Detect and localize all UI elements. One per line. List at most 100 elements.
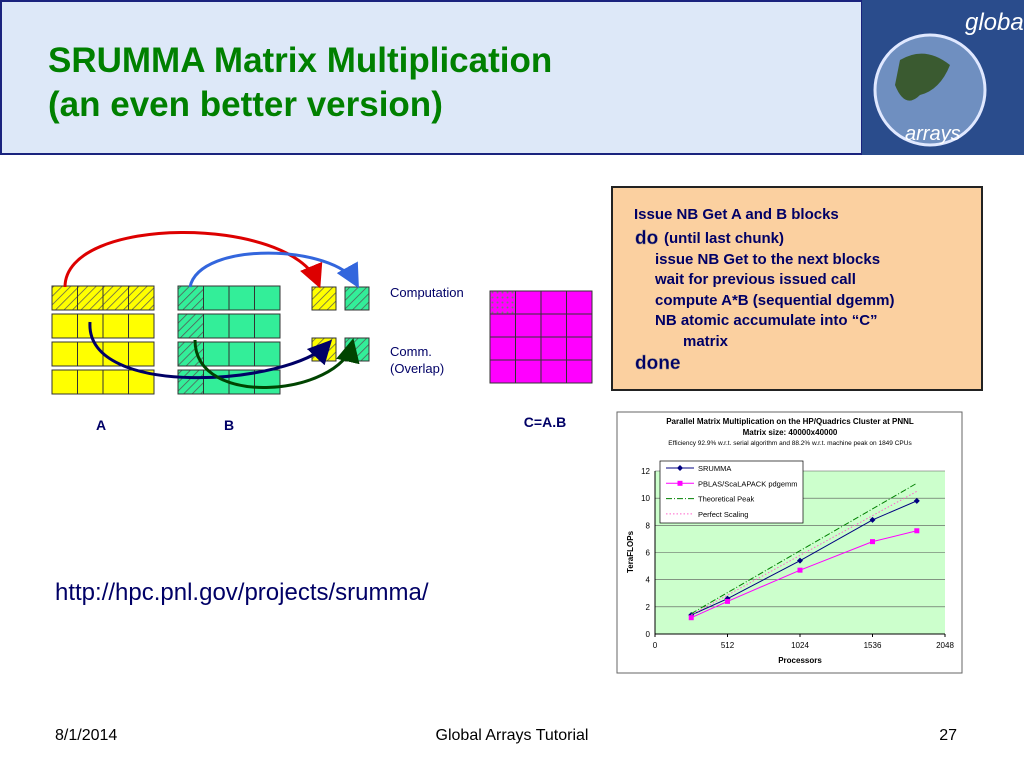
chart: Parallel Matrix Multiplication on the HP…	[616, 411, 963, 674]
logo-land	[895, 53, 950, 101]
point	[869, 516, 876, 523]
matrix-cell	[228, 313, 255, 339]
matrix-cell	[254, 313, 281, 339]
code-line: Issue NB Get A and B blocks	[634, 206, 839, 223]
matrix-cell	[77, 369, 104, 395]
legend-label: Perfect Scaling	[698, 510, 748, 519]
arrow	[193, 338, 360, 389]
matrix-cell	[311, 286, 337, 311]
matrix-cell	[177, 285, 204, 311]
chart-title: Matrix size: 40000x40000	[743, 428, 838, 437]
matrix-cell	[540, 359, 567, 384]
label: Comm.	[390, 344, 432, 359]
matrix-cell	[77, 341, 104, 367]
arrow	[88, 321, 333, 380]
logo-text: arrays	[905, 123, 961, 145]
matrix-cell	[128, 341, 155, 367]
matrix-cell	[254, 369, 281, 395]
page-number: 27	[939, 727, 957, 744]
matrix-cell	[489, 336, 516, 361]
label: A	[96, 417, 106, 433]
matrix-cell	[540, 313, 567, 338]
matrix-cell	[254, 341, 281, 367]
y-tick-label: 10	[641, 494, 650, 503]
matrix-cell	[515, 359, 542, 384]
matrix-cell	[177, 369, 204, 395]
point	[913, 497, 920, 504]
matrix-cell	[566, 313, 593, 338]
chart-title: Parallel Matrix Multiplication on the HP…	[666, 417, 914, 426]
legend-label: PBLAS/ScaLAPACK pdgemm	[698, 479, 798, 488]
series-line	[691, 490, 918, 616]
point	[677, 480, 683, 486]
point	[870, 539, 875, 545]
matrix-cell	[566, 290, 593, 315]
matrix-cell	[566, 336, 593, 361]
label: (Overlap)	[390, 361, 444, 376]
code-line: (until last chunk)	[664, 230, 784, 247]
matrix-cell	[128, 313, 155, 339]
matrix-cell	[51, 313, 78, 339]
point	[688, 615, 694, 621]
url: http://hpc.pnl.gov/projects/srumma/	[55, 579, 429, 606]
x-tick-label: 1536	[864, 641, 882, 650]
code-line: matrix	[683, 333, 729, 350]
matrix-cell	[254, 285, 281, 311]
matrix-cell	[228, 341, 255, 367]
point	[914, 528, 920, 534]
point	[797, 567, 803, 573]
matrix-cell	[203, 341, 230, 367]
matrices	[51, 285, 593, 395]
footer-title: Global Arrays Tutorial	[436, 727, 589, 744]
code-box	[611, 186, 983, 391]
y-tick-label: 8	[646, 521, 651, 530]
code-line: compute A*B (sequential dgemm)	[655, 292, 894, 309]
matrix-cell	[128, 285, 155, 311]
matrix-cell	[540, 336, 567, 361]
keyword: done	[635, 353, 680, 374]
matrix-cell	[177, 313, 204, 339]
matrix-cell	[489, 313, 516, 338]
matrix-cell	[102, 313, 129, 339]
matrix-cell	[51, 369, 78, 395]
y-tick-label: 0	[646, 630, 651, 639]
header-band	[0, 0, 863, 155]
x-tick-label: 0	[653, 641, 658, 650]
title: (an even better version)	[48, 85, 443, 124]
label: Computation	[390, 285, 464, 300]
legend	[659, 460, 804, 524]
matrix-cell	[540, 290, 567, 315]
matrix-cell	[489, 359, 516, 384]
matrix-cell	[515, 336, 542, 361]
matrix-cell	[51, 341, 78, 367]
matrix-cell	[489, 290, 516, 315]
y-tick-label: 2	[646, 603, 651, 612]
code-line: NB atomic accumulate into “C”	[655, 312, 878, 329]
code-line: wait for previous issued call	[654, 271, 856, 288]
matrix-cell	[128, 369, 155, 395]
arrow	[63, 231, 323, 289]
legend-label: Theoretical Peak	[698, 495, 755, 504]
y-tick-label: 4	[646, 576, 651, 585]
footer-date: 8/1/2014	[55, 727, 117, 744]
x-tick-label: 512	[721, 641, 735, 650]
matrix-cell	[228, 285, 255, 311]
point	[725, 598, 730, 604]
point	[677, 465, 683, 471]
matrix-cell	[203, 313, 230, 339]
label: B	[224, 417, 234, 433]
keyword: do	[635, 228, 658, 249]
series-line	[690, 482, 918, 615]
y-tick-label: 6	[646, 549, 651, 558]
matrix-cell	[102, 285, 129, 311]
chart-subtitle: Efficiency 92.9% w.r.t. serial algorithm…	[668, 440, 912, 447]
logo-text: global	[965, 9, 1024, 36]
matrix-cell	[566, 359, 593, 384]
y-axis-label: TeraFLOPs	[626, 530, 635, 573]
matrix-cell	[102, 369, 129, 395]
matrix-cell	[77, 285, 104, 311]
matrix-cell	[515, 290, 542, 315]
matrix-cell	[515, 313, 542, 338]
